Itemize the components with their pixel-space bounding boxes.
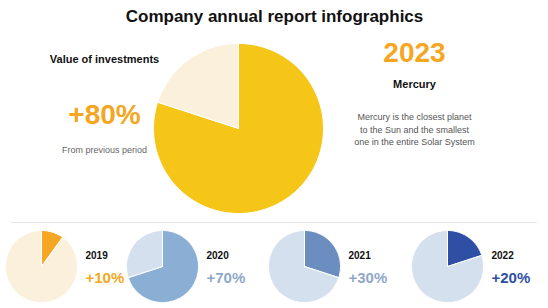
svg-text:Mercury: Mercury bbox=[393, 78, 437, 90]
svg-text:2022: 2022 bbox=[492, 250, 515, 261]
svg-text:+10%: +10% bbox=[86, 269, 125, 286]
svg-text:Company annual report infograp: Company annual report infographics bbox=[126, 7, 424, 26]
svg-text:+20%: +20% bbox=[492, 269, 531, 286]
svg-text:+30%: +30% bbox=[349, 269, 388, 286]
svg-text:2021: 2021 bbox=[349, 250, 372, 261]
svg-text:Mercury is the closest planett: Mercury is the closest planetto the Sun … bbox=[354, 112, 475, 147]
svg-text:2020: 2020 bbox=[207, 250, 230, 261]
svg-text:2019: 2019 bbox=[86, 250, 109, 261]
svg-text:Value of investments: Value of investments bbox=[50, 53, 159, 65]
svg-text:+80%: +80% bbox=[68, 99, 140, 130]
svg-text:+70%: +70% bbox=[207, 269, 246, 286]
svg-text:From previous period: From previous period bbox=[62, 145, 147, 155]
svg-text:2023: 2023 bbox=[383, 37, 445, 68]
